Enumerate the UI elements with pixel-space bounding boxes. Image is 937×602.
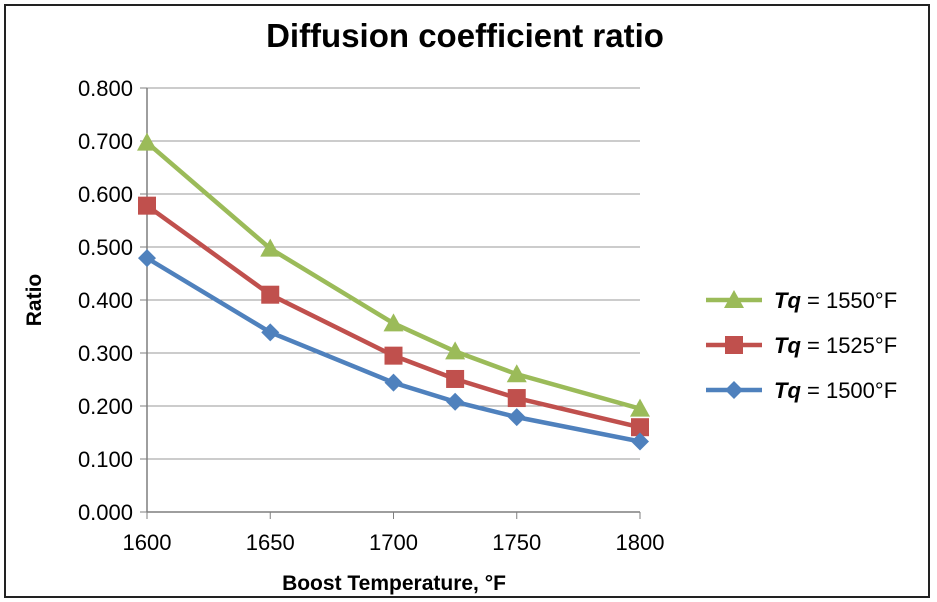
chart-title: Diffusion coefficient ratio bbox=[266, 17, 664, 54]
legend-label: Tq = 1525°F bbox=[774, 333, 897, 358]
data-point bbox=[384, 373, 403, 392]
data-point bbox=[261, 285, 280, 304]
data-point bbox=[384, 346, 403, 365]
legend-label: Tq = 1500°F bbox=[774, 378, 897, 403]
legend-label: Tq = 1550°F bbox=[774, 288, 897, 313]
legend-item-2: Tq = 1500°F bbox=[706, 378, 897, 403]
series-1 bbox=[138, 196, 649, 437]
y-tick-label: 0.000 bbox=[78, 500, 133, 525]
data-point bbox=[446, 392, 465, 411]
data-point bbox=[507, 389, 526, 408]
data-point bbox=[137, 132, 157, 151]
data-point bbox=[383, 313, 404, 332]
x-tick-label: 1650 bbox=[246, 530, 295, 555]
data-point bbox=[630, 398, 650, 417]
y-tick-label: 0.300 bbox=[78, 341, 133, 366]
y-tick-label: 0.400 bbox=[78, 288, 133, 313]
y-tick-label: 0.800 bbox=[78, 76, 133, 101]
legend-value: = 1500°F bbox=[801, 378, 897, 403]
y-axis-title: Ratio bbox=[23, 274, 46, 327]
y-tick-label: 0.700 bbox=[78, 129, 133, 154]
data-point bbox=[138, 196, 156, 215]
series-line bbox=[145, 256, 641, 444]
legend-item-0: Tq = 1550°F bbox=[706, 288, 897, 313]
series-line bbox=[145, 203, 641, 430]
legend-symbol: Tq bbox=[774, 288, 801, 313]
x-tick-label: 1750 bbox=[492, 530, 541, 555]
data-point bbox=[507, 408, 526, 427]
data-point bbox=[260, 238, 281, 257]
legend-symbol: Tq bbox=[774, 378, 801, 403]
legend-marker bbox=[724, 290, 744, 308]
y-tick-label: 0.100 bbox=[78, 447, 133, 472]
x-tick-label: 1800 bbox=[616, 530, 665, 555]
series-0 bbox=[137, 132, 650, 417]
series-lines bbox=[137, 132, 650, 451]
y-tick-label: 0.600 bbox=[78, 182, 133, 207]
y-tick-label: 0.500 bbox=[78, 235, 133, 260]
y-axis-ticks: 0.000 0.100 0.200 0.300 0.400 0.500 0.600 0.700… bbox=[78, 76, 133, 525]
data-point bbox=[506, 364, 527, 383]
legend-value: = 1550°F bbox=[801, 288, 897, 313]
gridlines bbox=[140, 87, 641, 519]
data-point bbox=[261, 323, 280, 342]
series-2 bbox=[138, 249, 649, 451]
x-tick-label: 1600 bbox=[123, 530, 172, 555]
data-point bbox=[631, 432, 649, 451]
y-tick-label: 0.200 bbox=[78, 394, 133, 419]
chart-frame bbox=[4, 4, 930, 598]
legend: Tq = 1550°FTq = 1525°FTq = 1500°F bbox=[706, 288, 897, 403]
legend-symbol: Tq bbox=[774, 333, 801, 358]
series-line bbox=[145, 140, 641, 411]
legend-value: = 1525°F bbox=[801, 333, 897, 358]
data-point bbox=[446, 369, 465, 388]
x-axis-ticks: 1600 1650 1700 1750 1800 bbox=[123, 530, 665, 555]
legend-item-1: Tq = 1525°F bbox=[706, 333, 897, 358]
data-point bbox=[631, 418, 649, 437]
legend-marker bbox=[725, 336, 743, 354]
data-point bbox=[445, 341, 466, 360]
legend-marker bbox=[725, 381, 743, 399]
x-axis-title: Boost Temperature, °F bbox=[282, 572, 506, 595]
data-point bbox=[138, 249, 156, 268]
x-tick-label: 1700 bbox=[369, 530, 418, 555]
